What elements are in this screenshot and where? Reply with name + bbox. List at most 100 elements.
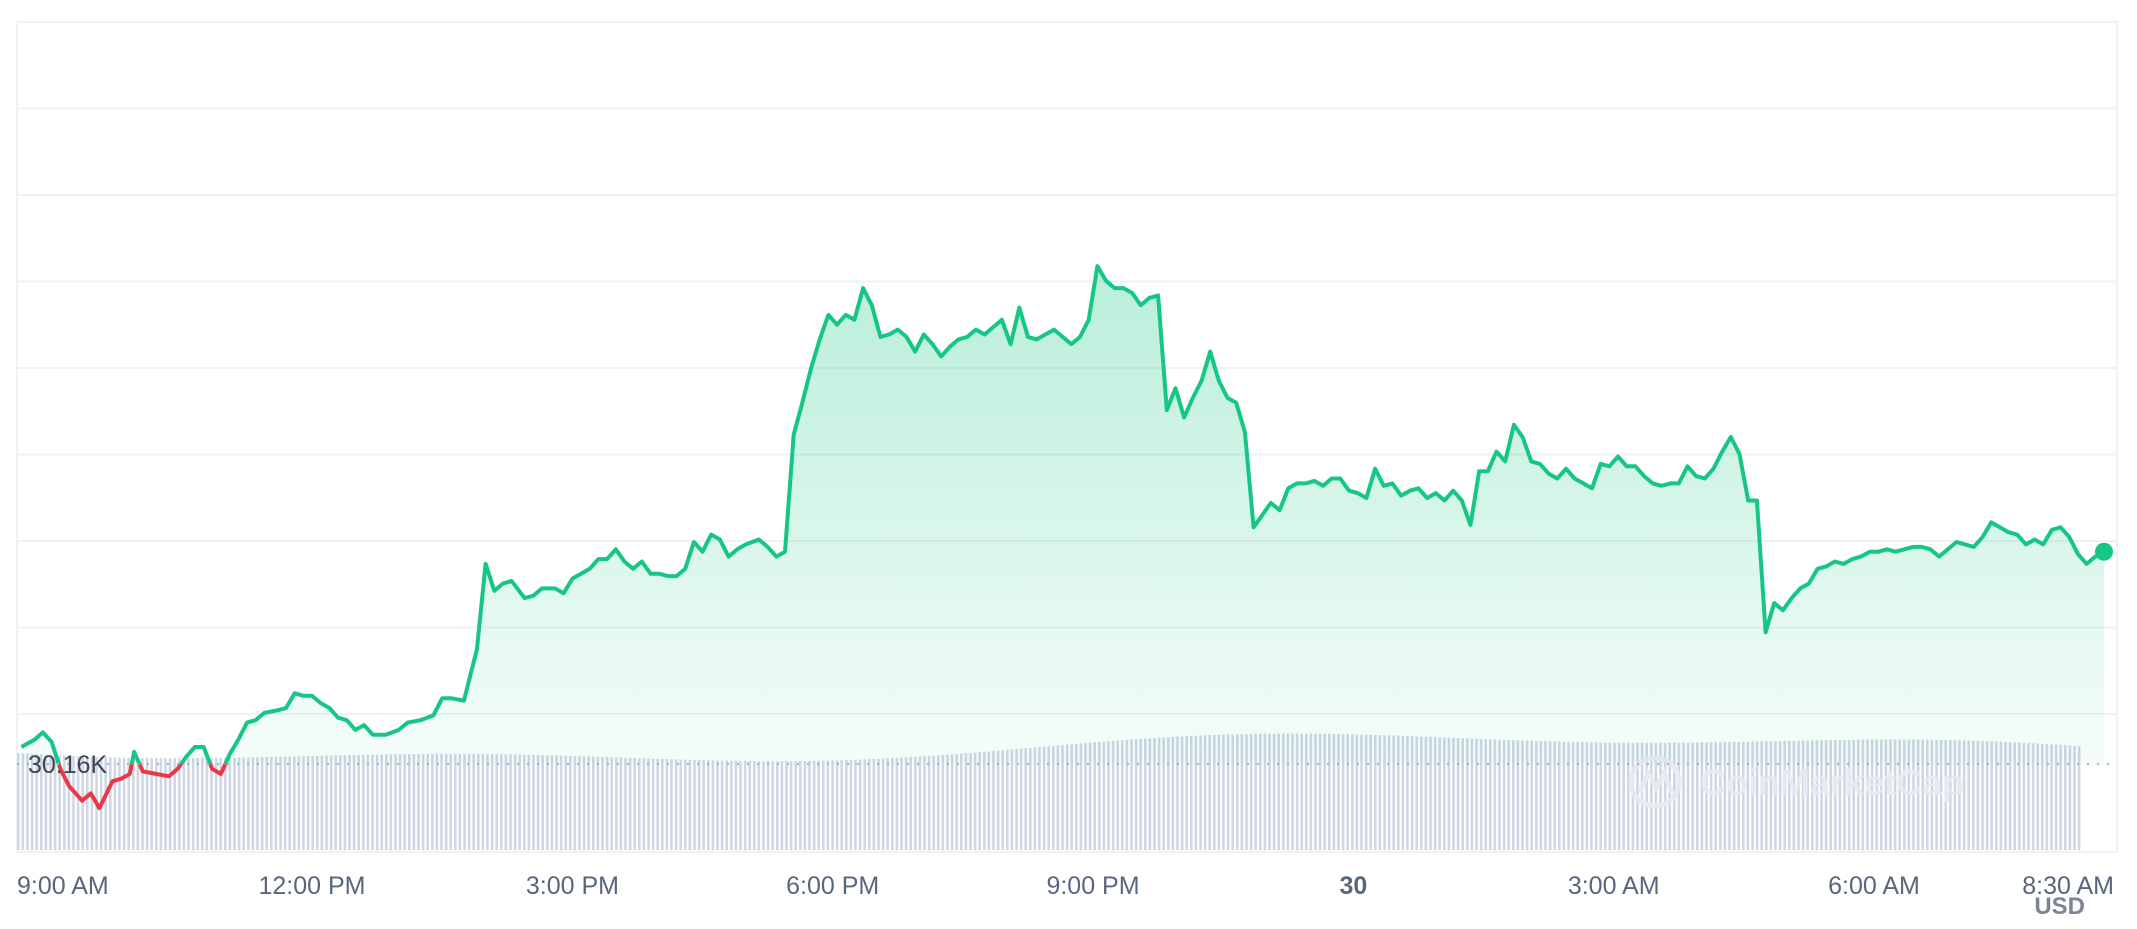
volume-bar (1190, 735, 1193, 850)
volume-bar (973, 752, 977, 850)
volume-bar (1659, 742, 1662, 850)
volume-bar (1180, 736, 1184, 850)
volume-bar (500, 754, 503, 850)
volume-bar (1194, 735, 1198, 850)
volume-bar (2036, 743, 2039, 850)
volume-bar (1047, 746, 1050, 850)
volume-bar (1645, 742, 1648, 850)
volume-bar (651, 758, 655, 850)
volume-bar (845, 760, 848, 850)
volume-bar (270, 756, 273, 850)
volume-bar (159, 758, 163, 850)
volume-bar (1760, 741, 1763, 850)
volume-bar (155, 758, 158, 850)
volume-bar (1479, 739, 1483, 850)
volume-bar (1116, 740, 1119, 850)
volume-bar (573, 756, 577, 850)
x-axis: 9:00 AM 12:00 PM 3:00 PM 6:00 PM 9:00 PM 30 3:… (17, 872, 2114, 900)
volume-bar (86, 756, 89, 850)
watermark-text: CoinMarketCap (1700, 762, 1964, 803)
volume-bar (196, 758, 199, 850)
volume-bar (224, 757, 227, 850)
volume-bar (605, 757, 609, 850)
volume-bar (964, 753, 968, 850)
volume-bar (1125, 739, 1129, 850)
volume-bar (854, 759, 857, 850)
volume-bar (1249, 733, 1253, 850)
volume-bar (1185, 736, 1188, 850)
volume-bar (1935, 739, 1938, 850)
volume-bar (1498, 739, 1501, 850)
volume-bar (858, 759, 862, 850)
volume-bar (1429, 736, 1432, 850)
volume-bar (1567, 741, 1570, 850)
volume-bar (187, 758, 190, 850)
volume-bar (1544, 741, 1547, 850)
volume-bar (412, 754, 416, 850)
volume-bar (90, 756, 94, 850)
volume-bar (2054, 744, 2058, 850)
volume-bar (1953, 740, 1957, 850)
volume-bar (1052, 745, 1055, 850)
volume-bar (1939, 739, 1943, 850)
volume-bar (1410, 736, 1414, 850)
volume-bar (283, 756, 287, 850)
volume-bar (477, 753, 480, 850)
volume-bar (684, 759, 687, 850)
volume-bar (808, 760, 811, 850)
volume-bar (329, 755, 333, 850)
volume-bar (1553, 741, 1556, 850)
volume-bar (707, 760, 710, 850)
volume-bar (1061, 745, 1064, 850)
volume-bar (2013, 742, 2016, 850)
volume-bar (1484, 739, 1487, 850)
watermark: CoinMarketCap (1628, 755, 1964, 809)
volume-bar (1617, 742, 1621, 850)
volume-bar (1199, 735, 1202, 850)
volume-bar (927, 755, 931, 850)
volume-bar (1291, 733, 1294, 850)
volume-bar (582, 756, 586, 850)
volume-bar (2022, 742, 2026, 850)
volume-bar (803, 761, 807, 850)
price-area-fill (21, 266, 2104, 765)
current-price-dot[interactable] (2095, 542, 2113, 561)
volume-bar (1351, 734, 1354, 850)
volume-bar (1562, 741, 1566, 850)
volume-bar (380, 754, 383, 850)
volume-bar (983, 751, 986, 850)
volume-bar (1033, 747, 1037, 850)
volume-bar (1774, 741, 1777, 850)
volume-bar (656, 758, 659, 850)
volume-bar (205, 758, 209, 850)
volume-bar (872, 759, 876, 850)
volume-bar (398, 754, 402, 850)
volume-bar (1709, 742, 1713, 850)
volume-bar (1093, 742, 1096, 850)
volume-bar (1889, 739, 1892, 850)
volume-bar (1962, 740, 1966, 850)
volume-bar (1148, 738, 1152, 850)
volume-bar (697, 760, 701, 850)
volume-bar (817, 760, 820, 850)
volume-bar (219, 757, 222, 850)
volume-bar (1999, 741, 2003, 850)
volume-bar (1783, 741, 1786, 850)
volume-bar (1374, 734, 1377, 850)
volume-bar (555, 755, 558, 850)
volume-bar (1167, 737, 1170, 850)
volume-bar (1926, 739, 1929, 850)
volume-bar (1295, 733, 1299, 850)
volume-bar (1797, 740, 1800, 850)
volume-bar (1098, 742, 1101, 850)
volume-bar (136, 757, 140, 850)
volume-bar (1134, 739, 1138, 850)
reference-price-label: 30.16K (28, 751, 108, 779)
volume-bar (776, 761, 779, 850)
volume-bar (1010, 749, 1014, 850)
volume-bar (1070, 744, 1073, 850)
volume-bar (1346, 734, 1349, 850)
volume-bar (1502, 739, 1506, 850)
volume-bar (670, 759, 673, 850)
volume-bar (113, 757, 117, 850)
